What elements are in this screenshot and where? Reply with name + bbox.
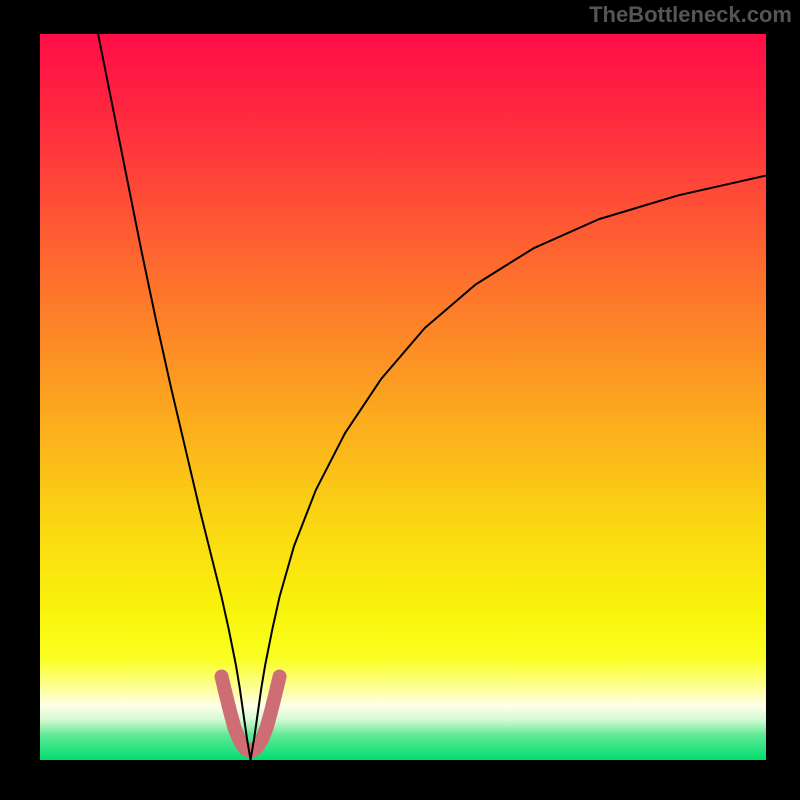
chart-container: TheBottleneck.com (0, 0, 800, 800)
plot-background (40, 34, 766, 760)
watermark-text: TheBottleneck.com (589, 2, 792, 28)
bottleneck-chart (0, 0, 800, 800)
